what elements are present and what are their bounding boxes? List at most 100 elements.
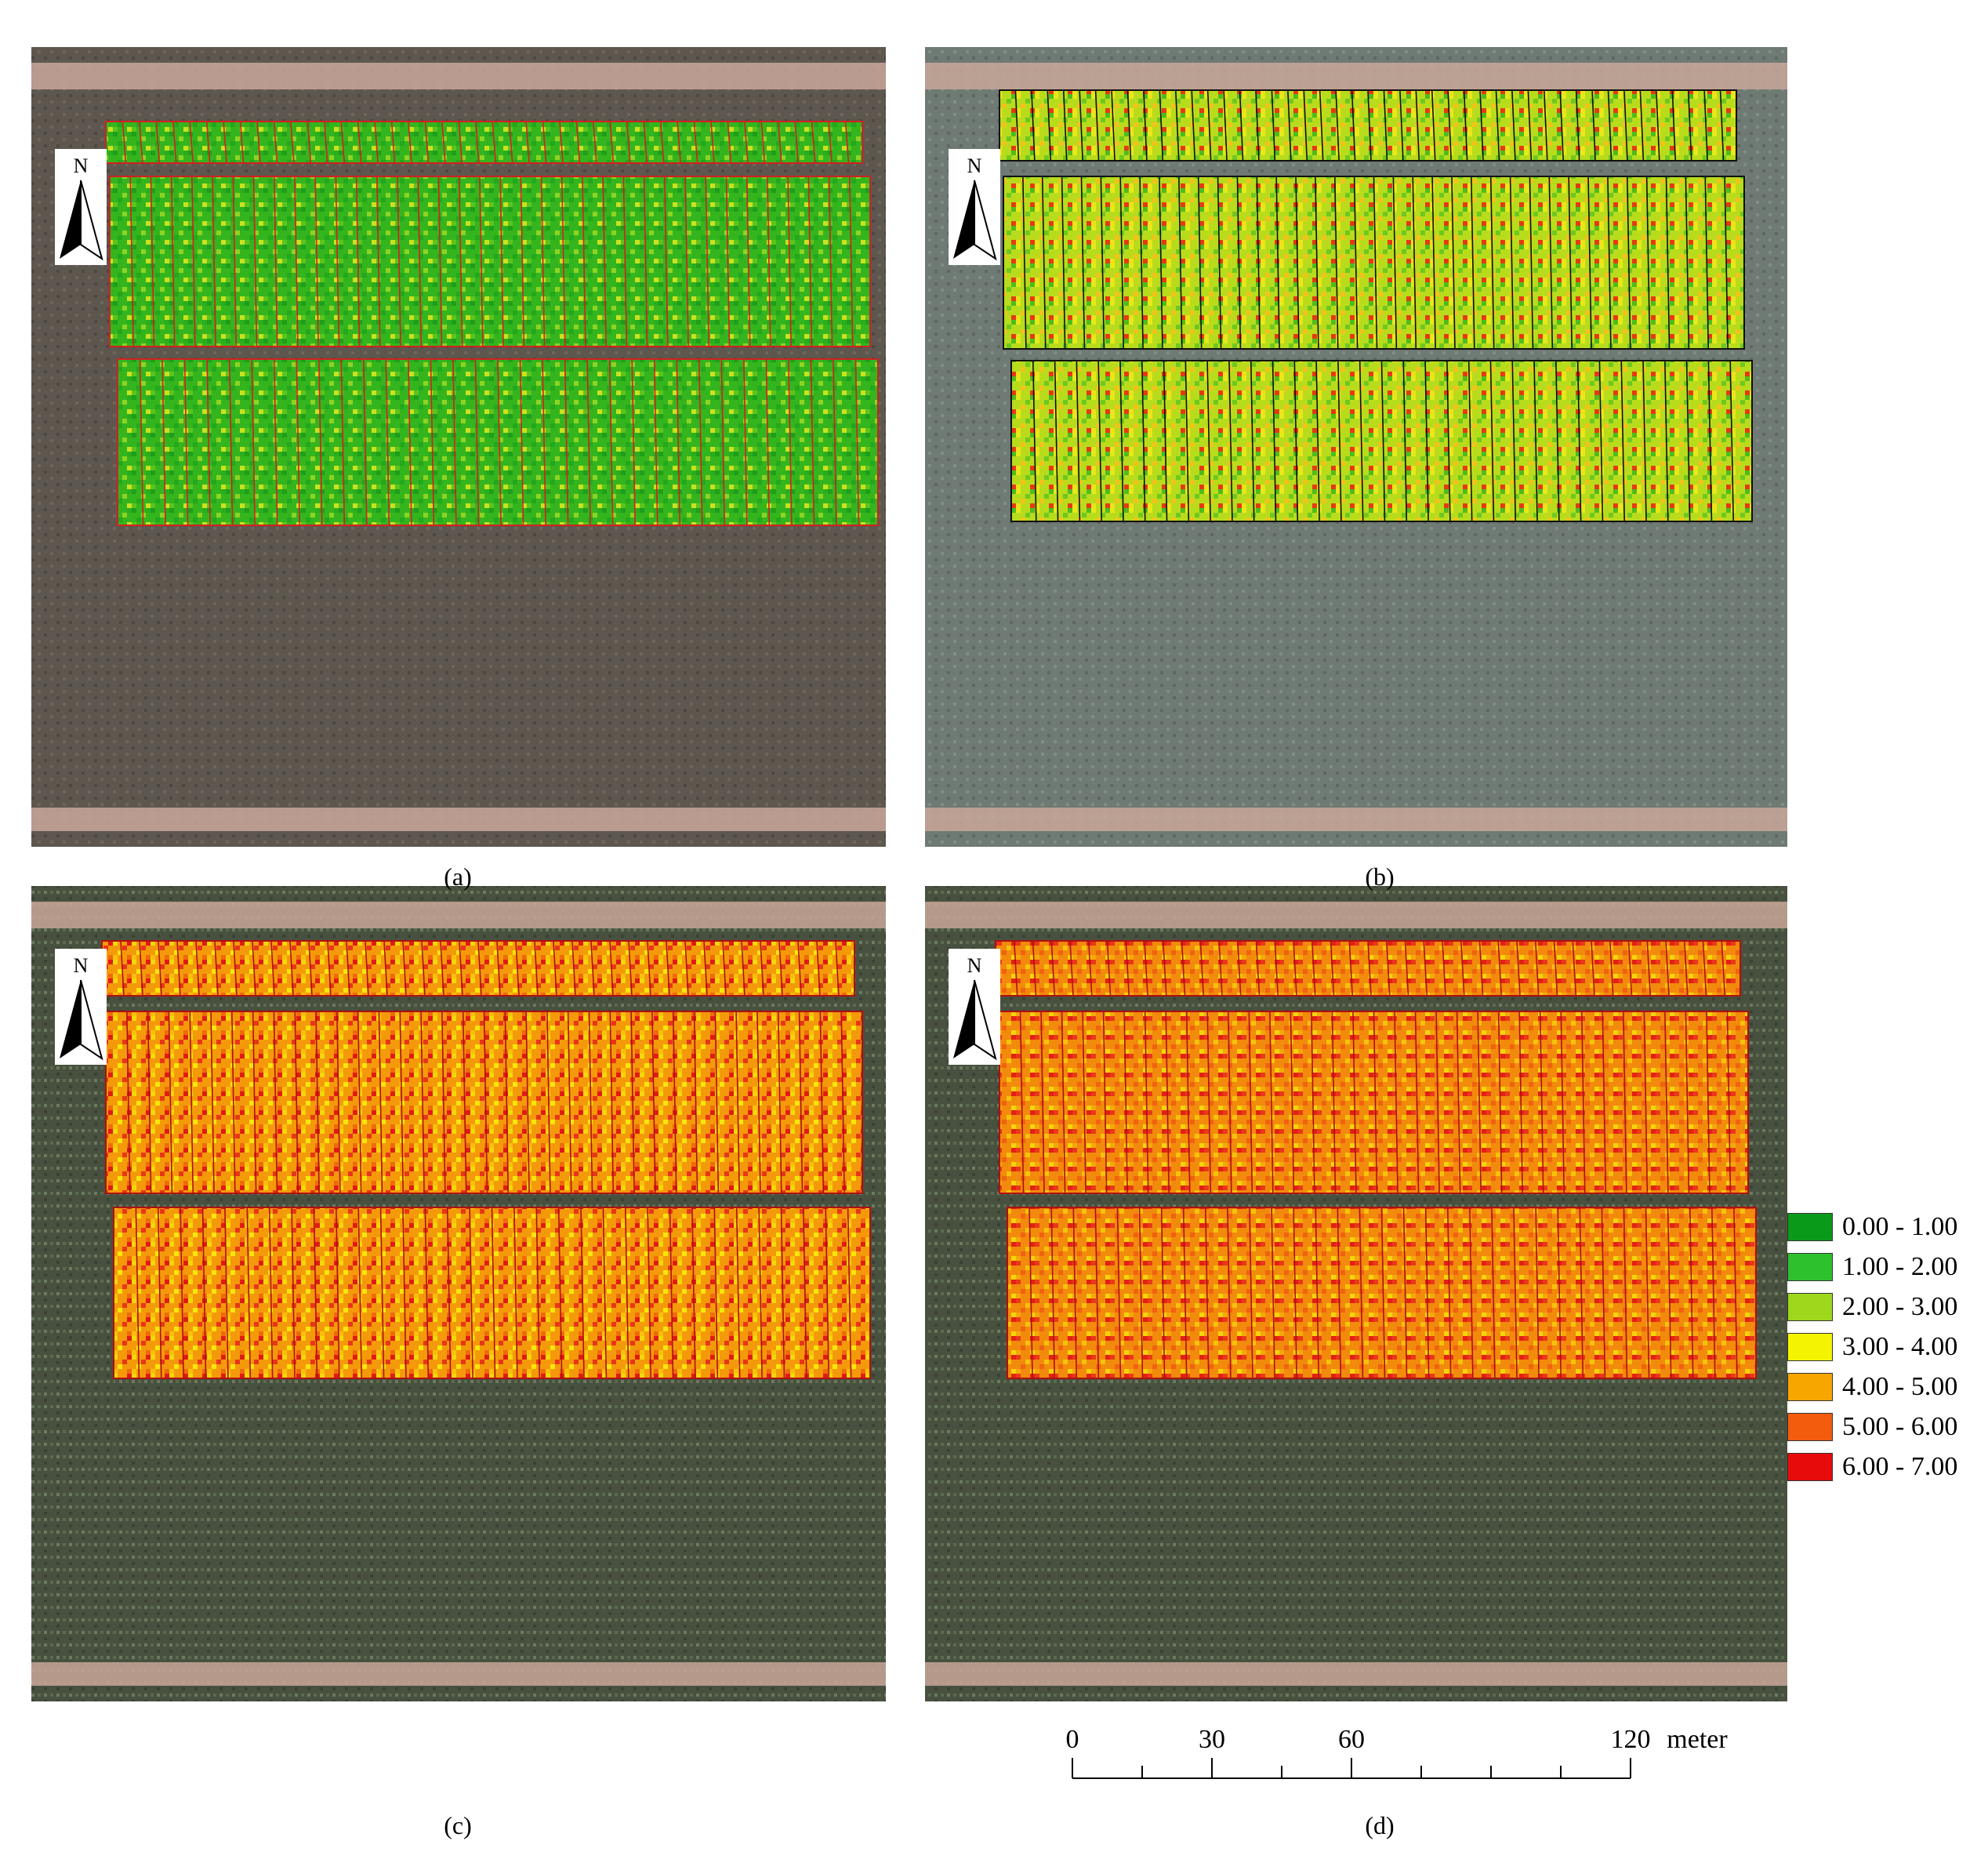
- plot-boundary: [1671, 89, 1677, 162]
- north-arrow-icon: N: [949, 149, 1000, 265]
- plot-boundary: [1706, 1011, 1710, 1194]
- plot-boundary: [1359, 360, 1364, 522]
- plot-boundary: [1627, 940, 1633, 997]
- plot-boundary: [659, 121, 665, 164]
- plot-boundary: [1560, 1011, 1565, 1194]
- plot-boundary: [307, 121, 312, 164]
- plot-boundary: [744, 121, 749, 164]
- plot-boundary: [440, 940, 444, 997]
- plot-boundary: [1125, 940, 1130, 997]
- plot-boundary: [1404, 940, 1409, 997]
- road-top: [925, 902, 1787, 928]
- plot-boundary: [1162, 940, 1167, 997]
- plot-boundary: [126, 1011, 131, 1194]
- plot-boundary: [1724, 176, 1729, 350]
- north-arrow-left: [60, 180, 81, 259]
- north-arrow-left: [60, 980, 81, 1058]
- plot-boundary: [1518, 1011, 1523, 1194]
- plot-boundary: [458, 121, 463, 164]
- plot-boundary: [1645, 176, 1651, 350]
- north-arrow-icon: N: [55, 949, 107, 1065]
- plot-boundary: [672, 1011, 677, 1194]
- plot-boundary: [497, 358, 502, 526]
- legend-swatch: [1787, 1373, 1833, 1401]
- plot-boundary: [1013, 940, 1018, 997]
- plot-boundary: [212, 176, 216, 347]
- plot-boundary: [1079, 89, 1083, 162]
- plot-boundary: [1383, 89, 1388, 162]
- plot-boundary: [743, 358, 748, 526]
- plot-boundary: [1367, 940, 1372, 997]
- plot-boundary: [1319, 89, 1324, 162]
- plot-boundary: [1511, 360, 1517, 522]
- plot-boundary: [1019, 1011, 1025, 1194]
- plot-boundary: [378, 1011, 383, 1194]
- plot-boundary: [1463, 89, 1468, 162]
- plot-boundary: [609, 1011, 615, 1194]
- map-panel-c: N: [31, 886, 886, 1701]
- plot-boundary: [705, 176, 710, 347]
- plot-boundary: [854, 358, 860, 526]
- plot-boundary: [417, 176, 423, 347]
- legend-item: 0.00 - 1.00: [1787, 1211, 1957, 1243]
- plot-boundary: [760, 940, 764, 997]
- plot-boundary: [534, 940, 539, 997]
- plot-boundary: [1535, 1207, 1540, 1379]
- plot-boundary: [1111, 89, 1116, 162]
- plot-boundary: [1359, 1207, 1364, 1379]
- plot-boundary: [525, 1011, 530, 1194]
- plot-boundary: [1227, 1207, 1232, 1379]
- plot-boundary: [256, 121, 261, 164]
- scale-bar: [1072, 1758, 1631, 1779]
- north-arrow-right: [974, 180, 997, 261]
- plot-boundary: [1255, 89, 1260, 162]
- plot-boundary: [1645, 1207, 1650, 1379]
- plot-boundary: [807, 176, 813, 347]
- plot-boundary: [459, 940, 463, 997]
- plot-boundary: [1511, 89, 1516, 162]
- plot-boundary: [1217, 176, 1222, 350]
- legend-swatch: [1787, 1213, 1833, 1241]
- plot-boundary: [1534, 940, 1540, 997]
- plot-boundary: [1255, 940, 1261, 997]
- plot-boundary: [183, 358, 189, 526]
- plot-boundary: [765, 358, 771, 526]
- plot-boundary: [1431, 176, 1436, 350]
- plot-boundary: [780, 1207, 785, 1379]
- plot-boundary: [1139, 176, 1144, 350]
- plot-boundary: [677, 121, 681, 164]
- plot-boundary: [1516, 940, 1521, 997]
- plot-boundary: [519, 358, 524, 526]
- plot-boundary: [1415, 89, 1420, 162]
- plot-boundary: [735, 1011, 740, 1194]
- plot-boundary: [756, 1011, 761, 1194]
- plot-boundary: [1685, 176, 1690, 350]
- plot-boundary: [158, 940, 162, 997]
- plot-boundary: [1491, 1207, 1496, 1379]
- plot-boundary: [1607, 176, 1612, 350]
- plot-boundary: [402, 940, 407, 997]
- plot-boundary: [713, 1207, 719, 1379]
- plot-boundary: [441, 121, 446, 164]
- plot-boundary: [252, 940, 256, 997]
- plot-boundary: [1050, 1207, 1055, 1379]
- plot-boundary: [155, 121, 161, 164]
- plot-boundary: [294, 1011, 299, 1194]
- plot-boundary: [139, 358, 144, 526]
- plot-boundary: [777, 121, 782, 164]
- plot-boundary: [653, 358, 658, 526]
- plot-boundary: [1061, 1011, 1066, 1194]
- plot-boundary: [363, 358, 368, 526]
- plot-boundary: [1041, 176, 1047, 350]
- plot-boundary: [1643, 1011, 1649, 1194]
- plot-boundary: [268, 1207, 274, 1379]
- plot-boundary: [1228, 360, 1233, 522]
- plot-boundary: [520, 176, 525, 347]
- north-arrow-right: [974, 979, 997, 1061]
- plot-boundary: [1456, 1011, 1461, 1194]
- plot-boundary: [1576, 360, 1582, 522]
- plot-boundary: [1116, 1207, 1122, 1379]
- plot-boundary: [1138, 1207, 1144, 1379]
- plot-boundary: [593, 121, 597, 164]
- plot-boundary: [1352, 1011, 1357, 1194]
